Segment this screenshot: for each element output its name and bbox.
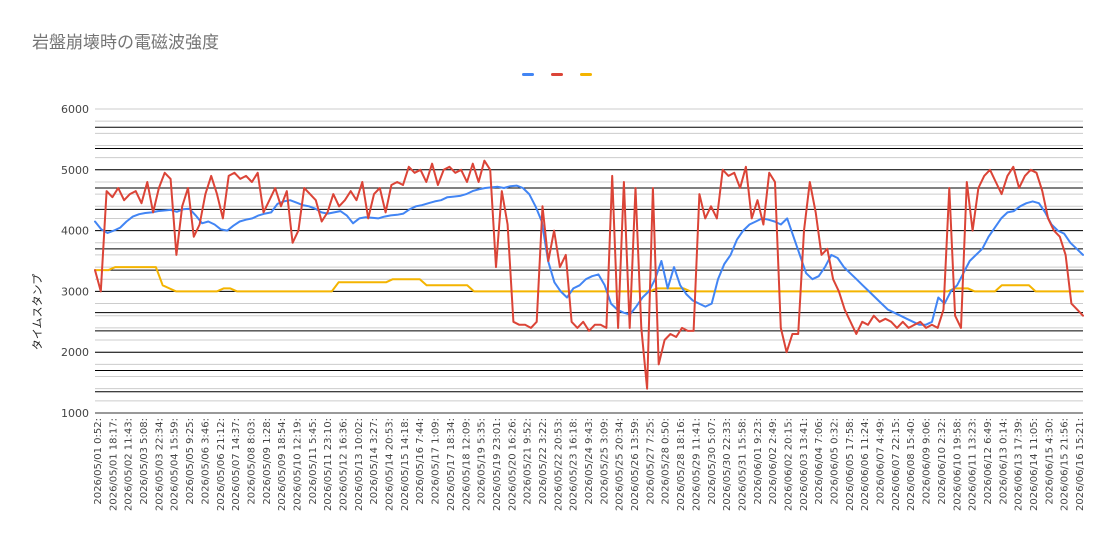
x-tick-label: 2026/05/28 0:50: [661, 418, 672, 505]
x-tick-label: 2026/05/22 3:22: [538, 418, 549, 505]
chart-title: 岩盤崩壊時の電磁波強度 [32, 33, 219, 53]
x-tick-label: 2026/05/09 18:54: [277, 418, 288, 511]
x-tick-label: 2026/05/25 20:34: [615, 418, 626, 511]
x-tick-label: 2026/06/11 13:23: [968, 418, 979, 511]
x-tick-label: 2026/06/14 11:05: [1029, 418, 1040, 511]
x-tick-label: 2026/05/28 18:16: [676, 418, 687, 511]
x-tick-label: 2026/05/11 23:10: [323, 418, 334, 511]
x-tick-label: 2026/06/08 15:40: [906, 418, 917, 511]
x-tick-label: 2026/06/02 20:15: [783, 418, 794, 511]
x-tick-label: 2026/06/05 0:32: [830, 418, 841, 505]
legend-swatch-3 [580, 73, 592, 76]
x-tick-label: 2026/05/07 14:37: [231, 418, 242, 511]
x-tick-label: 2026/05/18 12:09: [461, 418, 472, 511]
x-tick-label: 2026/06/05 17:58: [845, 418, 856, 511]
x-tick-label: 2026/06/04 7:06: [814, 418, 825, 505]
x-tick-label: 2026/05/16 7:44: [415, 418, 426, 505]
x-tick-label: 2026/06/10 2:32: [937, 418, 948, 505]
x-tick-label: 2026/06/15 4:30: [1044, 418, 1055, 505]
x-tick-label: 2026/05/14 3:27: [369, 418, 380, 505]
series-lines [94, 159, 1084, 390]
x-tick-label: 2026/05/03 5:08: [139, 418, 150, 505]
x-tick-label: 2026/05/22 20:53: [553, 418, 564, 511]
y-axis-title: タイムスタンプ [31, 274, 44, 350]
x-tick-label: 2026/06/07 4:49: [876, 418, 887, 505]
y-tick-label: 3000 [61, 285, 89, 298]
x-tick-label: 2026/06/12 6:49: [983, 418, 994, 505]
y-axis-ticks: 6000 5000 4000 3000 2000 1000 [61, 103, 89, 420]
y-tick-label: 5000 [61, 164, 89, 177]
gridlines [95, 108, 1083, 414]
x-tick-label: 2026/05/03 22:34: [154, 418, 165, 511]
series-line-1 [94, 184, 1084, 326]
x-tick-label: 2026/05/06 21:12: [216, 418, 227, 511]
x-tick-label: 2026/05/14 20:53: [385, 418, 396, 511]
x-tick-label: 2026/05/26 13:59: [630, 418, 641, 511]
x-tick-label: 2026/06/13 17:39: [1014, 418, 1025, 511]
x-tick-label: 2026/05/19 5:35: [477, 418, 488, 505]
x-tick-label: 2026/05/25 3:09: [599, 418, 610, 505]
y-tick-label: 2000 [61, 346, 89, 359]
x-tick-label: 2026/06/03 13:41: [799, 418, 810, 511]
x-tick-label: 2026/06/09 9:06: [922, 418, 933, 505]
x-tick-label: 2026/05/04 15:59: [170, 418, 181, 511]
x-tick-label: 2026/05/08 8:03: [246, 418, 257, 505]
legend [522, 73, 592, 76]
x-tick-label: 2026/06/13 0:14: [998, 418, 1009, 505]
x-tick-label: 2026/05/10 12:19: [292, 418, 303, 511]
series-line-2 [94, 159, 1084, 390]
y-tick-label: 4000 [61, 225, 89, 238]
x-tick-label: 2026/06/16 15:21: [1075, 418, 1086, 511]
x-tick-label: 2026/05/06 3:46: [200, 418, 211, 505]
y-tick-label: 1000 [61, 407, 89, 420]
x-tick-label: 2026/05/29 11:41: [691, 418, 702, 511]
x-tick-label: 2026/05/01 18:17: [108, 418, 119, 511]
x-tick-label: 2026/06/07 22:15: [891, 418, 902, 511]
x-tick-label: 2026/05/09 1:28: [262, 418, 273, 505]
x-tick-label: 2026/06/15 21:56: [1060, 418, 1071, 511]
x-tick-label: 2026/05/31 15:58: [737, 418, 748, 511]
x-tick-label: 2026/05/21 9:52: [523, 418, 534, 505]
x-tick-label: 2026/05/30 5:07: [707, 418, 718, 505]
legend-swatch-2 [551, 73, 563, 76]
x-tick-label: 2026/05/27 7:25: [645, 418, 656, 505]
x-tick-label: 2026/05/12 16:36: [339, 418, 350, 511]
x-tick-label: 2026/05/24 9:43: [584, 418, 595, 505]
x-tick-label: 2026/05/17 18:34: [446, 418, 457, 511]
x-tick-label: 2026/05/30 22:33: [722, 418, 733, 511]
x-tick-label: 2026/05/20 16:26: [507, 418, 518, 511]
x-tick-label: 2026/05/13 10:02: [354, 418, 365, 511]
x-tick-label: 2026/06/01 9:23: [753, 418, 764, 505]
x-tick-label: 2026/05/05 9:25: [185, 418, 196, 505]
x-tick-label: 2026/05/11 5:45: [308, 418, 319, 505]
x-axis-ticks: 2026/05/01 0:52: 2026/05/01 18:17: 2026/05… [93, 418, 1086, 511]
x-tick-label: 2026/06/06 11:24: [860, 418, 871, 511]
x-tick-label: 2026/06/02 2:49: [768, 418, 779, 505]
x-tick-label: 2026/05/19 23:01: [492, 418, 503, 511]
x-tick-label: 2026/05/15 14:18: [400, 418, 411, 511]
x-tick-label: 2026/05/17 1:09: [431, 418, 442, 505]
series-line-3 [94, 266, 1084, 293]
x-tick-label: 2026/05/02 11:43: [124, 418, 135, 511]
legend-swatch-1 [522, 73, 534, 76]
y-tick-label: 6000 [61, 103, 89, 116]
x-tick-label: 2026/05/23 16:18: [569, 418, 580, 511]
x-tick-label: 2026/05/01 0:52: [93, 418, 104, 505]
x-tick-label: 2026/06/10 19:58: [952, 418, 963, 511]
